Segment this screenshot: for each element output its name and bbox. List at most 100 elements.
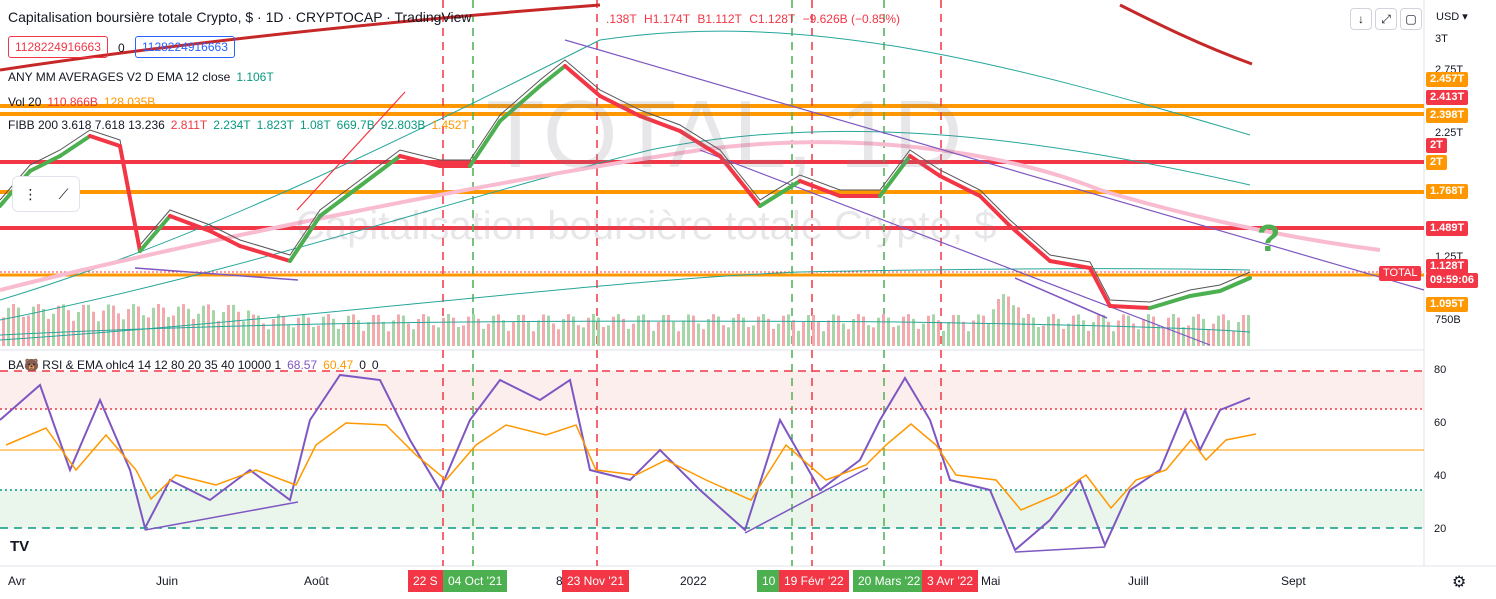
- volume-bar: [457, 327, 460, 346]
- trendline-lower: [699, 149, 1211, 346]
- volume-bar: [1192, 316, 1195, 346]
- ema-trend-segment: [878, 154, 912, 198]
- volume-bar: [1077, 314, 1080, 346]
- volume-bar: [1097, 314, 1100, 346]
- fibb-value-7: 1.452T: [431, 118, 469, 132]
- volume-bar: [1032, 317, 1035, 346]
- volume-bar: [417, 319, 420, 346]
- currency-selector[interactable]: USD ▾: [1436, 11, 1468, 23]
- value-box-blue[interactable]: 1128224916663: [135, 36, 235, 58]
- volume-bar: [1132, 323, 1135, 346]
- price-level-tag: 09:59:06: [1426, 273, 1479, 288]
- rsi-value-1: 68.57: [287, 358, 318, 372]
- volume-bar: [1152, 316, 1155, 346]
- fibb-label: FIBB 200 3.618 7.618 13.236: [8, 118, 165, 132]
- volume-bar: [962, 321, 965, 346]
- volume-bar: [447, 314, 450, 346]
- volume-bar: [382, 321, 385, 346]
- volume-bar: [82, 305, 85, 346]
- volume-bar: [757, 316, 760, 346]
- volume-bar: [1057, 318, 1060, 346]
- volume-bar: [632, 323, 635, 346]
- volume-bar: [42, 308, 45, 346]
- volume-bar: [887, 317, 890, 346]
- rsi-axis-label: 40: [1434, 470, 1447, 482]
- ema-trend-segment: [638, 114, 682, 133]
- rsi-legend[interactable]: BA🐻 RSI & EMA ohlc4 14 12 80 20 35 40 10…: [8, 358, 379, 372]
- gear-icon[interactable]: ⚙: [1452, 574, 1467, 591]
- volume-bar: [192, 318, 195, 346]
- volume-bar: [767, 318, 770, 346]
- volume-bar: [557, 329, 560, 346]
- volume-bar: [562, 319, 565, 346]
- volume-bar: [502, 320, 505, 346]
- volume-bar: [902, 316, 905, 346]
- value-box-red[interactable]: 1128224916663: [8, 36, 108, 58]
- volume-bar: [627, 328, 630, 346]
- ma-indicator-legend[interactable]: ANY MM AVERAGES V2 D EMA 12 close 1.106T: [8, 70, 274, 84]
- price-axis-label: 2.25T: [1435, 127, 1464, 139]
- ema-trend-segment: [798, 179, 842, 198]
- volume-bar: [672, 321, 675, 346]
- trend-line-icon[interactable]: ⟋: [58, 185, 69, 202]
- volume-bar: [87, 304, 90, 346]
- ema-trend-segment: [498, 84, 542, 123]
- price-level-tag: 1.128T: [1426, 259, 1469, 274]
- fibb-legend[interactable]: FIBB 200 3.618 7.618 13.236 2.811T 2.234…: [8, 118, 469, 132]
- volume-bar: [1202, 318, 1205, 346]
- window-button[interactable]: ▢: [1400, 8, 1422, 30]
- rising-channel-line: [296, 91, 406, 211]
- volume-bar: [237, 311, 240, 346]
- volume-bar: [1047, 316, 1050, 346]
- ema-trend-segment: [563, 64, 602, 98]
- volume-bar: [1092, 322, 1095, 346]
- volume-bar: [507, 330, 510, 346]
- tradingview-logo-icon[interactable]: TV: [10, 538, 30, 555]
- volume-bar: [732, 317, 735, 346]
- fib-band-mid: [0, 130, 1251, 321]
- volume-bar: [427, 316, 430, 346]
- volume-bar: [692, 315, 695, 346]
- fibb-value-3: 1.823T: [256, 118, 294, 132]
- volume-legend[interactable]: Vol 20 110.866B 128.035B: [8, 95, 155, 109]
- volume-bar: [1167, 317, 1170, 346]
- volume-bar: [617, 314, 620, 346]
- volume-bar: [917, 328, 920, 346]
- volume-bar: [907, 314, 910, 346]
- volume-bar: [852, 319, 855, 346]
- drag-handle-icon[interactable]: ⋮: [23, 185, 38, 202]
- volume-bar: [552, 323, 555, 346]
- volume-bar: [172, 315, 175, 346]
- volume-bar: [292, 327, 295, 346]
- rsi-axis-label: 80: [1434, 364, 1447, 376]
- volume-bar: [492, 315, 495, 346]
- rsi-divergence-2: [744, 467, 869, 534]
- ema-trend-segment: [1088, 266, 1112, 308]
- volume-bar: [1022, 317, 1025, 346]
- expand-button[interactable]: ⤢: [1375, 8, 1397, 30]
- scroll-down-button[interactable]: ↓: [1350, 8, 1372, 30]
- volume-bar: [642, 314, 645, 346]
- volume-bar: [327, 314, 330, 346]
- volume-bar: [277, 314, 280, 346]
- floating-drawing-toolbar[interactable]: ⋮ ⟋: [12, 176, 80, 212]
- ema-trend-segment: [1108, 304, 1152, 310]
- rsi-axis-label: 60: [1434, 417, 1447, 429]
- volume-bar: [702, 329, 705, 346]
- chart-title[interactable]: Capitalisation boursière totale Crypto, …: [8, 9, 472, 25]
- ema-trend-segment: [758, 179, 802, 208]
- volume-bar: [602, 327, 605, 346]
- volume-bar: [827, 320, 830, 346]
- volume-bar: [947, 322, 950, 346]
- description-watermark: Capitalisation boursière totale Crypto, …: [296, 204, 997, 248]
- ema-trend-segment: [908, 154, 942, 178]
- volume-bar: [637, 315, 640, 346]
- rsi-divergence-3: [1014, 546, 1106, 553]
- ema-trend-segment: [168, 214, 212, 233]
- volume-bar: [932, 314, 935, 346]
- volume-bar: [737, 314, 740, 346]
- volume-bar: [517, 314, 520, 346]
- symbol-watermark: TOTAL, 1D: [486, 81, 963, 188]
- ema-trend-segment: [88, 134, 122, 148]
